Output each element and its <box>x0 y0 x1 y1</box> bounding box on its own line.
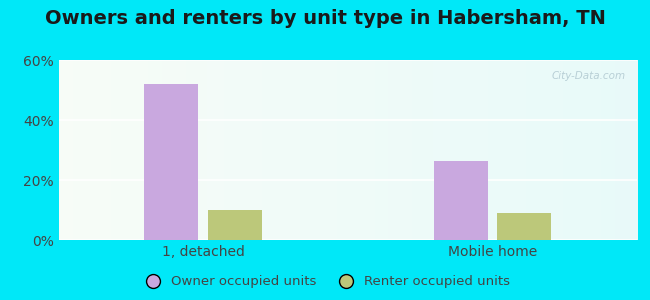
Text: City-Data.com: City-Data.com <box>551 71 625 81</box>
Bar <box>208 210 262 240</box>
Bar <box>497 213 551 240</box>
Bar <box>144 84 198 240</box>
Legend: Owner occupied units, Renter occupied units: Owner occupied units, Renter occupied un… <box>135 270 515 293</box>
Text: Owners and renters by unit type in Habersham, TN: Owners and renters by unit type in Haber… <box>45 9 605 28</box>
Bar <box>434 160 488 240</box>
